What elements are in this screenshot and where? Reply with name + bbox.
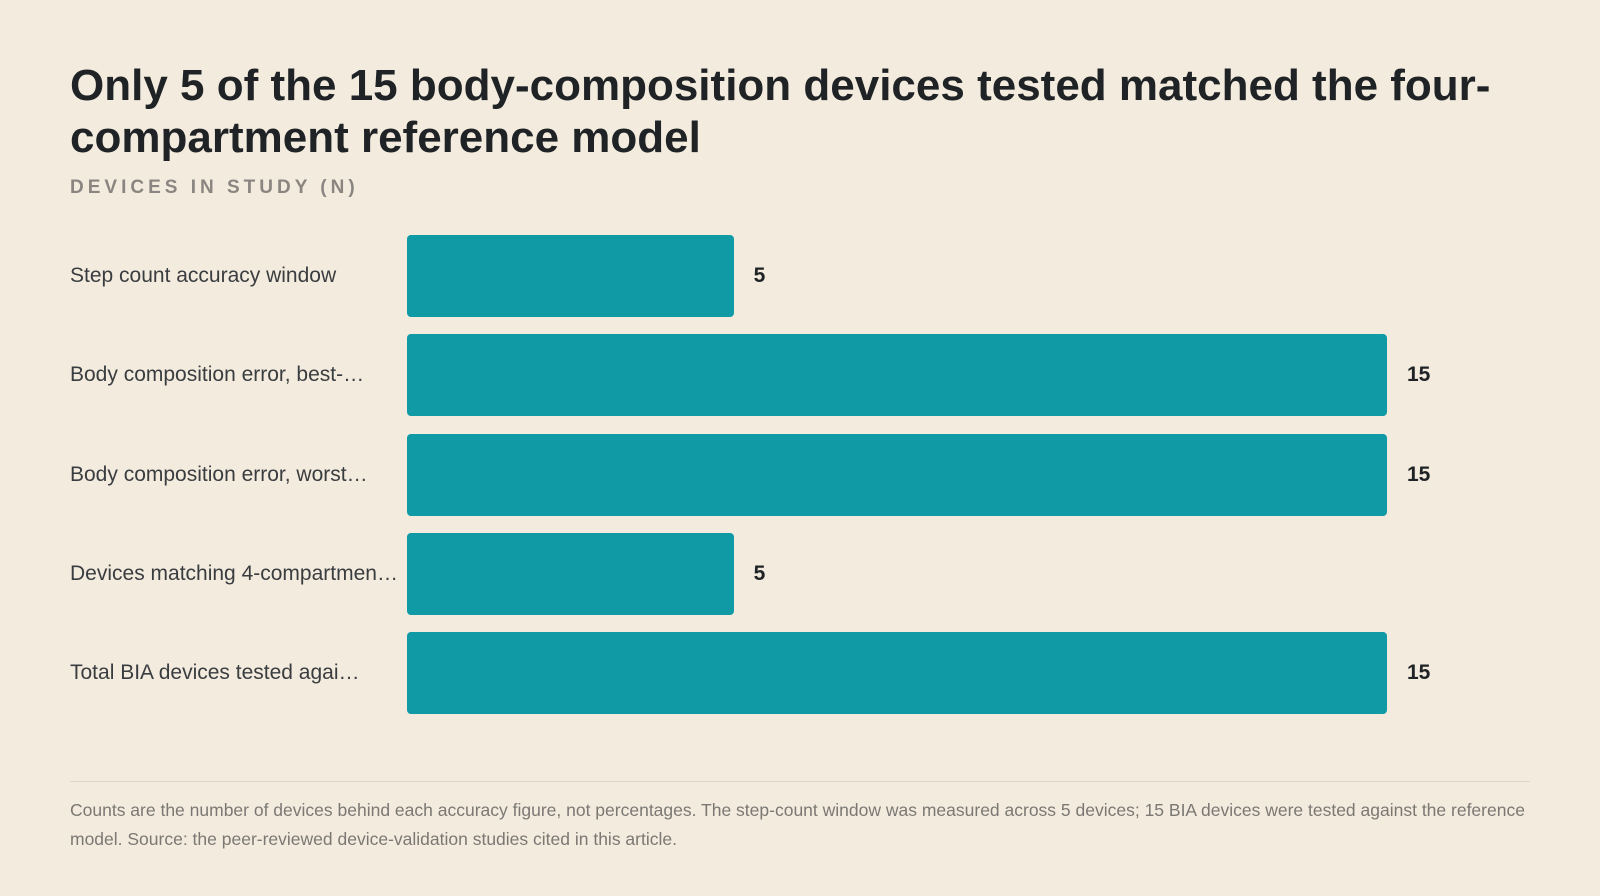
bar — [407, 632, 1387, 715]
chart-footnote: Counts are the number of devices behind … — [70, 800, 1525, 849]
category-label: Total BIA devices tested agai… — [70, 661, 360, 685]
bar — [407, 532, 734, 615]
category-label: Body composition error, best-… — [70, 363, 365, 387]
bar-value-label: 5 — [753, 561, 766, 585]
category-label: Body composition error, worst… — [70, 462, 368, 486]
chart-title: Only 5 of the 15 body-composition device… — [70, 61, 1491, 162]
category-label: Step count accuracy window — [70, 264, 337, 287]
bar — [407, 334, 1387, 417]
bar-value-label: 15 — [1407, 363, 1431, 387]
bar-value-label: 5 — [753, 264, 766, 287]
bar — [407, 433, 1387, 516]
chart-subtitle: DEVICES IN STUDY (N) — [70, 177, 359, 198]
bar-value-label: 15 — [1407, 661, 1431, 685]
bar — [407, 235, 734, 317]
bar-chart: Step count accuracy window 5 Body composit… — [0, 220, 1600, 720]
footnote-divider — [70, 781, 1530, 782]
bar-value-label: 15 — [1407, 462, 1431, 486]
category-label: Devices matching 4-compartmen… — [70, 561, 398, 585]
